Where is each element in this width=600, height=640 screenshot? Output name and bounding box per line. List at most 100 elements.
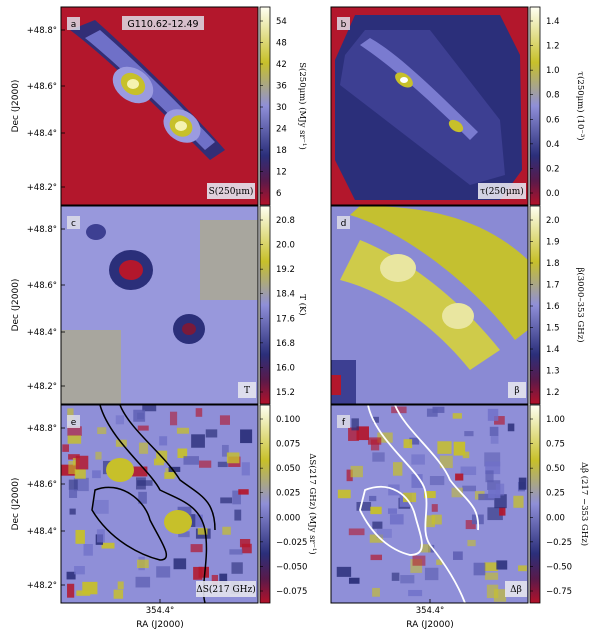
- colorbar-tick-b-6: 0.2: [546, 164, 560, 174]
- noise-patch: [93, 499, 109, 514]
- colorbar-tick-f-2: 0.50: [546, 464, 565, 474]
- ytick-e-0: +48.8°: [27, 424, 57, 434]
- noise-patch: [372, 416, 379, 423]
- noise-patch: [488, 489, 501, 499]
- panel-tag-a: S(250μm): [209, 186, 254, 197]
- noise-patch: [135, 576, 151, 588]
- colorbar-tick-e-4: 0.000: [276, 513, 300, 523]
- noise-patch: [473, 562, 486, 576]
- noise-patch: [142, 405, 157, 412]
- colorbar-tick-c-0: 20.8: [276, 216, 295, 226]
- noise-patch: [478, 493, 495, 501]
- colorbar-tick-d-2: 1.8: [546, 259, 560, 269]
- noise-patches-e: [61, 405, 253, 599]
- noise-patch: [337, 489, 351, 499]
- colorbar-tick-a-6: 18: [276, 146, 287, 156]
- colorbar-tick-c-1: 20.0: [276, 241, 295, 251]
- noise-patch: [177, 448, 188, 459]
- colorbar-tick-b-7: 0.0: [546, 189, 560, 199]
- colorbar-tick-d-3: 1.7: [546, 281, 560, 291]
- panel-tag-d: β: [514, 386, 519, 396]
- colorbar-d: [529, 205, 541, 405]
- panel-f: f Δβ: [330, 404, 529, 604]
- xtick-f: 354.4°: [416, 606, 445, 616]
- noise-patch: [431, 514, 442, 525]
- colorbar-b: [529, 6, 541, 206]
- noise-patch: [234, 509, 242, 521]
- noise-patch: [410, 559, 423, 573]
- ytick-c-2: +48.4°: [27, 328, 57, 338]
- panel-letter-c: c: [71, 219, 76, 229]
- noise-patch: [518, 565, 527, 572]
- noise-patch: [403, 439, 413, 449]
- noise-patch: [403, 492, 417, 503]
- colorbar-tick-f-1: 0.75: [546, 440, 565, 450]
- colorbar-f: [529, 404, 541, 604]
- noise-patch: [92, 470, 101, 479]
- noise-patch: [370, 554, 383, 561]
- noise-patch: [387, 508, 397, 514]
- colorbar-tick-e-3: 0.025: [276, 489, 300, 499]
- noise-patch: [484, 572, 499, 580]
- colorbar-tick-e-7: −0.075: [276, 587, 307, 597]
- noise-patch: [376, 528, 392, 538]
- noise-patch: [465, 520, 476, 530]
- panel-letter-b: b: [341, 20, 347, 30]
- colorbar-tick-f-0: 1.00: [546, 415, 565, 425]
- noise-patch: [426, 408, 438, 417]
- noise-patch: [431, 504, 438, 512]
- noise-patch: [490, 435, 499, 444]
- colorbar-tick-a-1: 48: [276, 39, 287, 49]
- noise-patch: [232, 490, 241, 505]
- noise-patch: [432, 406, 445, 413]
- colorbar-tick-f-4: 0.00: [546, 513, 565, 523]
- colorbar-tick-b-3: 0.8: [546, 91, 560, 101]
- noise-patch: [391, 572, 400, 581]
- panel-a: a G110.62-12.49 S(250μm): [60, 6, 259, 206]
- colorbar-e: [259, 404, 271, 604]
- noise-patch: [68, 454, 80, 460]
- colorbar-tick-f-5: −0.25: [546, 538, 572, 548]
- noise-patch: [372, 452, 385, 462]
- colorbar-tick-b-4: 0.6: [546, 115, 560, 125]
- ytick-c-1: +48.6°: [27, 281, 57, 291]
- colorbar-tick-d-5: 1.5: [546, 324, 560, 334]
- noise-patch: [370, 439, 380, 451]
- colorbar-label-a: S(250μm) (MJy sr⁻¹): [297, 62, 308, 150]
- noise-patch: [238, 489, 249, 495]
- noise-patch: [424, 567, 439, 581]
- noise-patch: [138, 491, 147, 504]
- noise-patch: [452, 413, 462, 419]
- colorbar-a: [259, 6, 271, 206]
- ytick-e-3: +48.2°: [27, 581, 57, 591]
- noise-patch: [76, 590, 91, 596]
- ylabel-c: Dec (J2000): [11, 279, 21, 332]
- noise-patch: [350, 465, 363, 478]
- noise-patch: [75, 455, 89, 470]
- noise-patch: [219, 415, 230, 425]
- colorbar-tick-a-4: 30: [276, 103, 287, 113]
- noise-patch: [197, 528, 208, 535]
- noise-patch: [74, 469, 86, 479]
- noise-patch: [495, 483, 505, 496]
- colorbar-tick-c-7: 15.2: [276, 388, 295, 398]
- noise-patch: [66, 571, 76, 580]
- noise-patch: [231, 562, 243, 574]
- noise-patch: [369, 495, 377, 502]
- colorbar-tick-f-7: −0.75: [546, 587, 572, 597]
- colorbar-tick-b-5: 0.4: [546, 140, 560, 150]
- noise-patch: [169, 411, 178, 426]
- colorbar-tick-a-7: 12: [276, 168, 287, 178]
- noise-patch: [351, 418, 359, 431]
- panel-letter-f: f: [342, 418, 346, 428]
- noise-patch: [138, 442, 149, 454]
- colorbar-label-e: ΔS(217 GHz) (MJy sr⁻¹): [307, 453, 318, 554]
- noise-patch: [346, 469, 353, 482]
- colorbar-c: [259, 205, 271, 405]
- colorbar-tick-b-1: 1.2: [546, 42, 560, 52]
- noise-patch: [429, 476, 445, 486]
- noise-patch: [356, 501, 372, 511]
- colorbar-tick-e-5: −0.025: [276, 538, 307, 548]
- noise-patch: [159, 436, 168, 446]
